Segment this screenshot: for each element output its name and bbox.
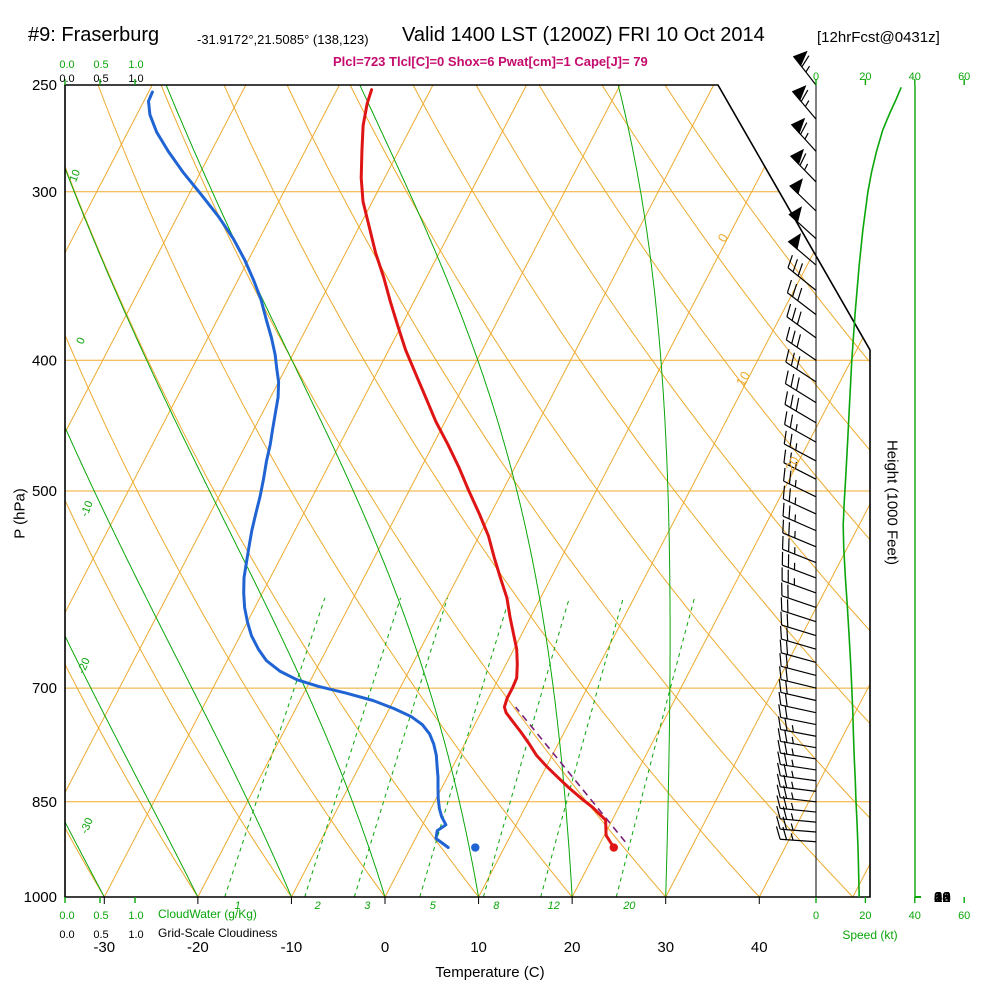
svg-text:-10: -10 [281,939,303,956]
svg-text:40: 40 [751,939,768,956]
svg-text:0.0: 0.0 [59,929,74,941]
svg-text:0: 0 [813,71,819,83]
svg-text:12: 12 [934,889,951,906]
svg-text:2: 2 [934,889,942,906]
svg-text:1.0: 1.0 [128,929,143,941]
mixing-ratio-lines [224,597,695,897]
svg-text:10: 10 [934,889,951,906]
svg-text:32: 32 [934,889,951,906]
svg-text:24: 24 [934,889,951,906]
svg-text:60: 60 [958,71,970,83]
speed-axis-label: Speed (kt) [842,928,898,942]
svg-text:-10: -10 [79,499,96,518]
svg-text:4: 4 [934,889,942,906]
svg-text:500: 500 [32,483,57,500]
svg-text:22: 22 [934,889,951,906]
svg-text:0: 0 [934,889,942,906]
svg-text:20: 20 [859,910,871,922]
svg-text:-30: -30 [79,816,96,835]
svg-text:400: 400 [32,352,57,369]
svg-text:60: 60 [958,910,970,922]
svg-text:1000: 1000 [24,889,57,906]
svg-text:700: 700 [32,680,57,697]
svg-text:1.0: 1.0 [128,73,143,85]
sounding-parameters: Plcl=723 Tlcl[C]=0 Shox=6 Pwat[cm]=1 Cap… [333,54,648,69]
svg-text:28: 28 [934,889,951,906]
svg-text:2: 2 [314,900,321,912]
svg-text:0.0: 0.0 [59,910,74,922]
svg-text:26: 26 [934,889,951,906]
svg-text:20: 20 [622,900,636,912]
surface-dewpoint-dot [471,843,480,852]
svg-text:18: 18 [934,889,951,906]
height-axis-label: Height (1000 Feet) [883,439,901,566]
forecast-tag: [12hrFcst@0431z] [817,29,940,46]
valid-time: Valid 1400 LST (1200Z) FRI 10 Oct 2014 [402,24,765,46]
surface-temperature-dot [609,843,618,852]
svg-text:40: 40 [909,910,921,922]
svg-text:1.0: 1.0 [128,910,143,922]
svg-text:0: 0 [381,939,389,956]
svg-text:10: 10 [733,369,753,389]
svg-text:40: 40 [909,71,921,83]
svg-text:-20: -20 [76,656,93,675]
svg-text:0.5: 0.5 [93,73,108,85]
dewpoint-curve [147,90,450,849]
svg-text:10: 10 [67,168,83,184]
svg-text:1: 1 [235,900,241,912]
svg-text:6: 6 [934,889,942,906]
temperature-ticks [103,897,760,904]
svg-text:0.5: 0.5 [93,929,108,941]
plot-frame [64,84,871,898]
svg-text:1.0: 1.0 [128,59,143,71]
station-coords: -31.9172°,21.5085° (138,123) [197,32,369,47]
svg-text:0.0: 0.0 [59,73,74,85]
scale-ticks [64,79,965,903]
svg-text:0: 0 [75,336,88,346]
pressure-axis-label: P (hPa) [11,488,29,539]
svg-text:20: 20 [934,889,951,906]
svg-text:30: 30 [934,889,951,906]
svg-text:12: 12 [548,900,560,912]
svg-text:850: 850 [32,794,57,811]
svg-text:0: 0 [813,910,819,922]
moist-adiabats [65,85,671,897]
height-axis [914,85,921,898]
cloudiness-axis-label: Grid-Scale Cloudiness [158,926,278,940]
svg-text:20: 20 [564,939,581,956]
cloudwater-axis-label: CloudWater (g/Kg) [158,907,257,921]
svg-text:10: 10 [470,939,487,956]
svg-text:30: 30 [657,939,674,956]
svg-text:20: 20 [859,71,871,83]
svg-text:250: 250 [32,77,57,94]
plot-layers [65,85,870,897]
svg-text:-20: -20 [187,939,209,956]
svg-text:8: 8 [493,900,500,912]
svg-text:14: 14 [934,889,951,906]
svg-text:5: 5 [430,900,437,912]
svg-text:300: 300 [32,184,57,201]
svg-text:20: 20 [782,454,802,474]
wind-barb-column [775,50,817,843]
svg-text:-30: -30 [93,939,115,956]
pressure-gridlines [65,191,870,803]
svg-text:0: 0 [714,231,731,245]
dry-adiabats [65,85,870,897]
svg-text:0.5: 0.5 [93,910,108,922]
svg-text:3: 3 [364,900,371,912]
svg-text:8: 8 [934,889,942,906]
parcel-path [514,706,626,843]
svg-text:0.5: 0.5 [93,59,108,71]
page-title: #9: Fraserburg [28,24,160,46]
temperature-axis-label: Temperature (C) [435,964,545,981]
svg-text:0.0: 0.0 [59,59,74,71]
svg-text:16: 16 [934,889,951,906]
temperature-curve [359,88,616,849]
speed-profile-line [842,86,902,898]
